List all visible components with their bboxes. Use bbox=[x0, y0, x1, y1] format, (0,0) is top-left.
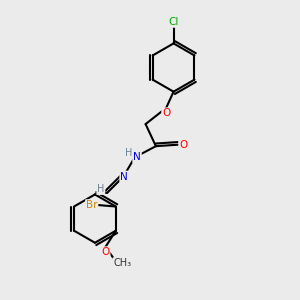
Text: O: O bbox=[101, 247, 110, 257]
Text: H: H bbox=[124, 148, 132, 158]
Text: Br: Br bbox=[86, 200, 98, 210]
Text: O: O bbox=[162, 108, 170, 118]
Text: N: N bbox=[133, 152, 141, 162]
Text: O: O bbox=[179, 140, 188, 150]
Text: H: H bbox=[97, 184, 104, 194]
Text: CH₃: CH₃ bbox=[113, 258, 131, 268]
Text: N: N bbox=[120, 172, 128, 182]
Text: Cl: Cl bbox=[168, 17, 179, 27]
